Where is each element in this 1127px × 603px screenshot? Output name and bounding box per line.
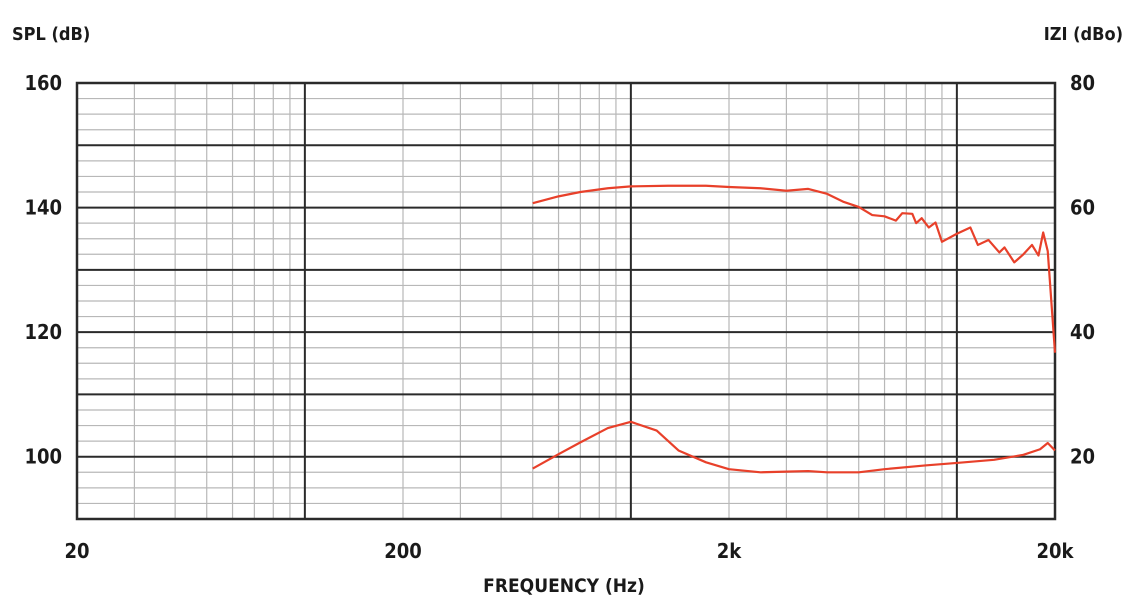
x-tick-label: 20: [64, 539, 89, 563]
y-right-tick-label: 60: [1070, 196, 1095, 220]
x-tick-labels: 20 200 2k 20k: [64, 539, 1074, 563]
data-series: [532, 184, 1057, 474]
y-left-tick-label: 160: [24, 71, 62, 95]
grid-major: [77, 83, 1055, 519]
y-left-tick-label: 100: [24, 445, 62, 469]
y-left-tick-labels: 160 140 120 100: [24, 71, 62, 469]
y-left-tick-label: 120: [24, 320, 62, 344]
y-axis-right-label: IZI (dBo): [1044, 24, 1123, 45]
y-left-tick-label: 140: [24, 196, 62, 220]
y-right-tick-labels: 80 60 40 20: [1070, 71, 1095, 469]
x-tick-label: 2k: [717, 539, 743, 563]
impedance-curve: [532, 420, 1056, 474]
x-tick-label: 20k: [1036, 539, 1074, 563]
y-right-tick-label: 40: [1070, 320, 1095, 344]
x-tick-label: 200: [384, 539, 422, 563]
spl-curve: [532, 184, 1057, 353]
y-right-tick-label: 80: [1070, 71, 1095, 95]
y-axis-left-label: SPL (dB): [12, 24, 90, 45]
grid-minor: [77, 83, 1055, 519]
x-axis-label: FREQUENCY (Hz): [483, 575, 645, 597]
y-right-tick-label: 20: [1070, 445, 1095, 469]
plot-frame: [75, 81, 1057, 521]
